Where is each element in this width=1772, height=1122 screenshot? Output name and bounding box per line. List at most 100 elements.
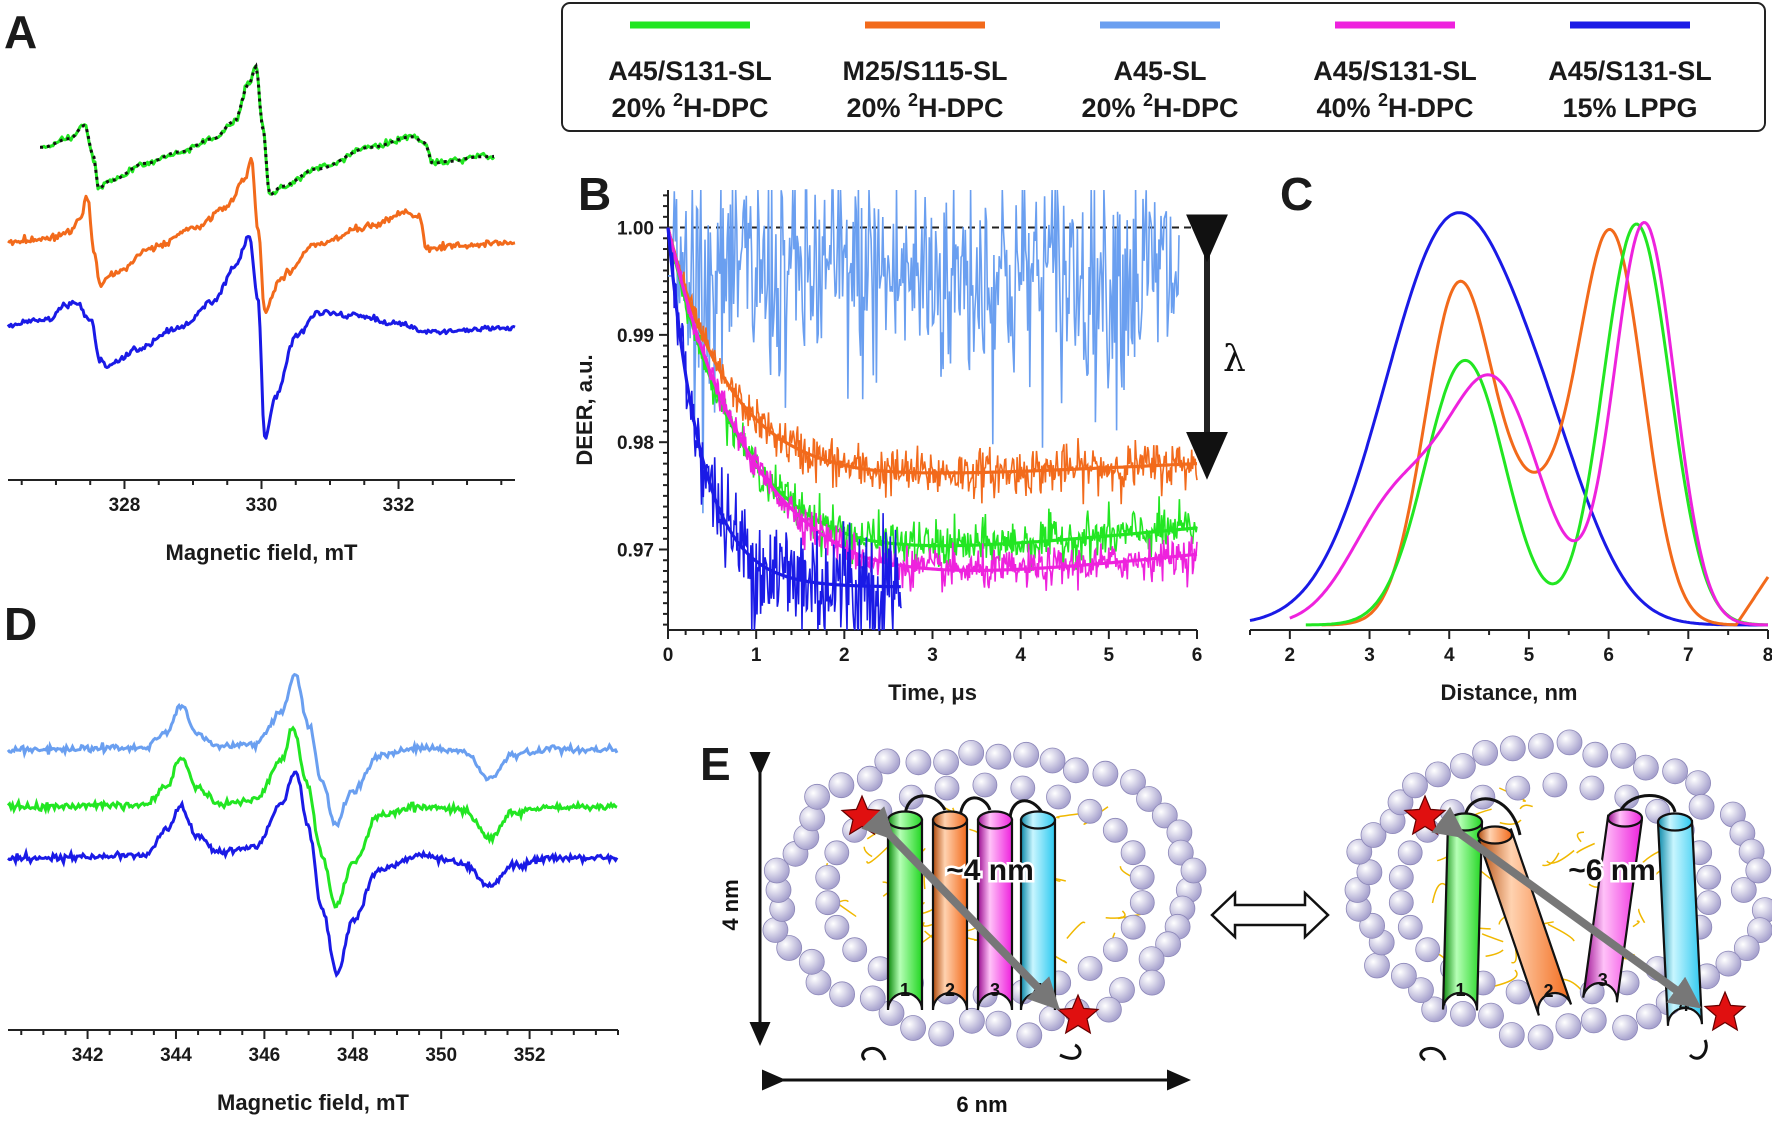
- x-tick-label: 3: [927, 645, 938, 666]
- helix-cap-left-1: [886, 810, 924, 830]
- lipid-headgroup: [799, 805, 826, 832]
- lipid-headgroup: [1688, 793, 1715, 820]
- lipid-headgroup: [1696, 864, 1722, 890]
- legend-tail-1: H-DPC: [683, 93, 769, 123]
- micelle-left: [762, 740, 1207, 1049]
- lipid-headgroup: [1109, 977, 1135, 1003]
- deer-fit-m25-s115-sl-20-2h-dpc: [666, 227, 1198, 475]
- legend-label-line2-4: 40% 2H-DPC: [1316, 90, 1473, 123]
- lipid-headgroup: [985, 743, 1012, 770]
- helix-cap-right-4: [1656, 812, 1694, 832]
- deer-fit-a45-s131-sl-40-2h-dpc: [666, 227, 1198, 572]
- x-tick-label: 3: [1364, 645, 1375, 666]
- lipid-headgroup: [1402, 772, 1428, 799]
- lipid-tail: [863, 846, 873, 858]
- legend-solvent-1: 20%: [611, 93, 673, 123]
- schematic-annotations: 4 nm 6 nm: [718, 752, 1330, 1117]
- x-tick-label: 328: [109, 495, 141, 516]
- epr-trace-m25-s115-sl-20-2h-dpc: [7, 156, 516, 314]
- legend-entry-1: A45/S131-SL 20% 2H-DPC: [608, 21, 772, 123]
- x-tick-label: 5: [1524, 645, 1535, 666]
- lipid-tail: [1511, 948, 1517, 964]
- legend-label-line2-2: 20% 2H-DPC: [846, 90, 1003, 123]
- helix-cap-left-4: [1019, 810, 1057, 830]
- distance-distribution-a45-s131-sl-20-2h-dpc: [1305, 222, 1768, 627]
- panel-label-d: D: [4, 598, 37, 650]
- lipid-headgroup: [1470, 784, 1496, 810]
- lipid-headgroup: [1360, 822, 1387, 848]
- legend-sup-4: 2: [1378, 90, 1388, 110]
- lipid-headgroup: [1077, 956, 1103, 981]
- distance-arrow: [1431, 806, 1702, 1009]
- lipid-headgroup: [1096, 996, 1122, 1023]
- lipid-headgroup: [1092, 760, 1119, 787]
- distance-label: ~6 nm: [1568, 854, 1656, 887]
- legend-entry-3: A45-SL 20% 2H-DPC: [1081, 21, 1239, 123]
- lipid-headgroup: [1120, 914, 1146, 940]
- lipid-headgroup: [934, 775, 960, 801]
- lipid-headgroup: [1450, 753, 1476, 779]
- lipid-tail: [837, 903, 857, 918]
- lipid-headgroup: [815, 890, 841, 916]
- lipid-headgroup: [1685, 770, 1711, 796]
- helix-number-left-3: 3: [990, 980, 1000, 1000]
- deer-trace-m25-s115-sl-20-2h-dpc: [667, 227, 1198, 505]
- distance-label: ~4 nm: [946, 854, 1034, 887]
- x-tick-label: 346: [249, 1045, 281, 1066]
- panel-d-epr-spectra: 342 344 346 348 350 352 Magnetic field, mT: [6, 672, 619, 1115]
- lipid-headgroup: [1745, 857, 1772, 884]
- lipid-headgroup: [1733, 935, 1760, 961]
- helix-cap-right-1: [1446, 812, 1484, 832]
- lipid-headgroup: [1391, 962, 1417, 989]
- vertical-dimension-label: 4 nm: [718, 879, 743, 930]
- helix-cap-right-2: [1476, 825, 1514, 845]
- lipid-tail: [1547, 923, 1575, 942]
- panel-label-b: B: [578, 168, 611, 220]
- panel-label-c: C: [1280, 168, 1313, 220]
- lipid-headgroup: [829, 981, 855, 1008]
- lipid-headgroup: [804, 783, 830, 810]
- legend-sup-1: 2: [673, 90, 683, 110]
- epr-trace-a45-s131-sl-20-2h-dpc: [6, 725, 618, 909]
- lipid-tail: [1481, 933, 1504, 943]
- loop-connectors: [1419, 794, 1708, 1062]
- helix-left-3: 3: [976, 810, 1014, 1011]
- lipid-headgroup: [1346, 838, 1373, 865]
- lipid-headgroup: [1715, 950, 1742, 977]
- lipid-tail: [1576, 831, 1585, 843]
- spin-label-star: [1703, 990, 1747, 1032]
- panel-c-distance-distributions: 2 3 4 5 6 7 8 Distance, nm: [1249, 211, 1772, 705]
- legend-solvent-2: 20%: [846, 93, 908, 123]
- lipid-headgroup: [1633, 754, 1659, 781]
- lipid-headgroup: [1136, 786, 1162, 812]
- lipid-tail: [1576, 842, 1595, 854]
- x-tick-label: 6: [1192, 645, 1203, 666]
- lipid-headgroup: [1013, 741, 1040, 768]
- legend-solvent-3: 20%: [1081, 93, 1143, 123]
- lipid-headgroup: [1636, 1003, 1662, 1030]
- lipid-headgroup: [1582, 741, 1609, 768]
- lipid-headgroup: [1555, 1013, 1582, 1040]
- lipid-headgroup: [1102, 817, 1128, 843]
- x-tick-label: 352: [514, 1045, 546, 1066]
- lipid-tail: [1112, 932, 1116, 939]
- epr-trace-a45-sl-20-2h-dpc: [6, 672, 619, 829]
- lipid-headgroup: [905, 749, 932, 776]
- helix-cap-left-3: [976, 810, 1014, 830]
- y-tick-label: 0.97: [617, 541, 654, 562]
- lipid-headgroup: [1103, 937, 1128, 962]
- distance-distribution-a45-s131-sl-15-lppg: [1249, 211, 1768, 627]
- lipid-headgroup: [900, 1015, 926, 1041]
- y-axis-title: DEER, a.u.: [572, 354, 597, 465]
- helix-cap-left-2: [931, 810, 969, 830]
- legend-label-line1-5: A45/S131-SL: [1548, 56, 1712, 86]
- x-tick-label: 4: [1444, 645, 1455, 666]
- horizontal-dimension-label: 6 nm: [956, 1092, 1007, 1117]
- lipid-headgroup: [1129, 864, 1155, 890]
- deer-trace-a45-s131-sl-40-2h-dpc: [667, 227, 1198, 593]
- lipid-headgroup: [1129, 890, 1155, 915]
- legend-sup-2: 2: [908, 90, 918, 110]
- y-tick-label: 1.00: [617, 219, 654, 240]
- helix-number-left-2: 2: [945, 980, 955, 1000]
- lipid-tail: [1431, 882, 1448, 904]
